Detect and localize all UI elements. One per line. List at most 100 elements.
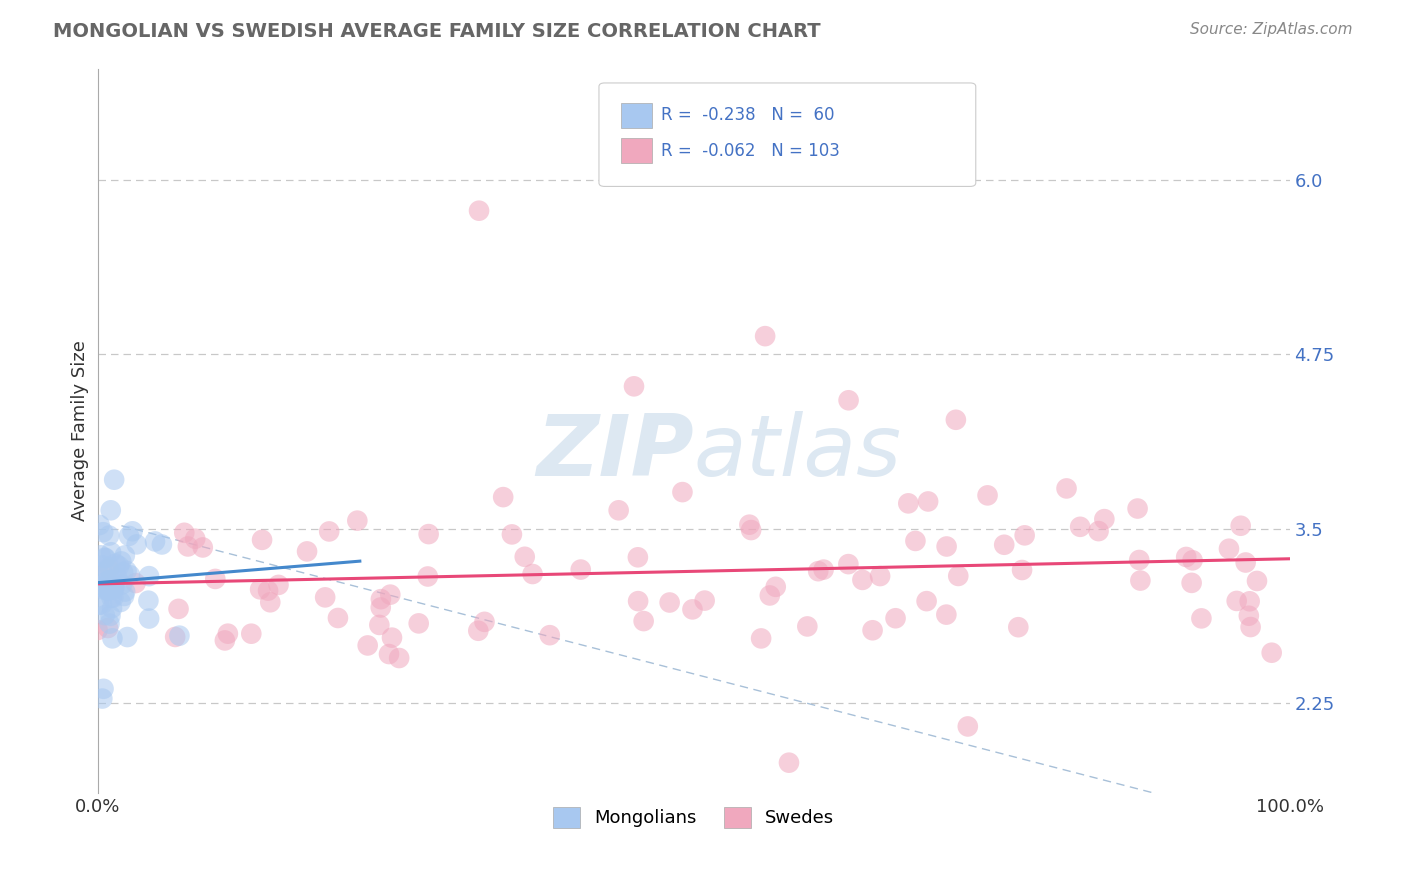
Point xyxy=(112,589,135,603)
Text: R =  -0.238   N =  60: R = -0.238 N = 60 xyxy=(661,106,834,124)
Point xyxy=(96,581,118,595)
Point xyxy=(105,570,128,584)
Point xyxy=(97,578,120,592)
Text: MONGOLIAN VS SWEDISH AVERAGE FAMILY SIZE CORRELATION CHART: MONGOLIAN VS SWEDISH AVERAGE FAMILY SIZE… xyxy=(53,22,821,41)
Point xyxy=(108,559,131,574)
Point xyxy=(97,621,120,635)
Point xyxy=(91,691,114,706)
Point xyxy=(897,496,920,510)
Point xyxy=(103,473,125,487)
Point xyxy=(217,626,239,640)
Point xyxy=(418,527,440,541)
Point xyxy=(138,611,160,625)
Point xyxy=(112,566,135,580)
Point xyxy=(993,538,1015,552)
Point xyxy=(104,580,127,594)
Point xyxy=(1011,563,1033,577)
Point xyxy=(388,651,411,665)
Point xyxy=(93,550,115,565)
Point xyxy=(103,582,125,596)
Point xyxy=(165,630,187,644)
Point xyxy=(513,549,536,564)
Point xyxy=(627,550,650,565)
Point xyxy=(96,574,118,589)
Point xyxy=(138,569,160,583)
Point xyxy=(98,560,121,574)
Point xyxy=(778,756,800,770)
Point xyxy=(100,503,122,517)
Point xyxy=(738,517,761,532)
Point xyxy=(93,681,115,696)
Point xyxy=(740,523,762,537)
Point xyxy=(658,595,681,609)
Point xyxy=(945,413,967,427)
Point xyxy=(754,329,776,343)
Point xyxy=(214,633,236,648)
Point xyxy=(796,619,818,633)
Legend: Mongolians, Swedes: Mongolians, Swedes xyxy=(546,800,842,835)
Point xyxy=(257,583,280,598)
Point xyxy=(538,628,561,642)
Point xyxy=(103,579,125,593)
Point xyxy=(173,525,195,540)
Point xyxy=(370,592,392,607)
Point xyxy=(381,631,404,645)
Point xyxy=(98,528,121,542)
Point xyxy=(935,540,957,554)
Point xyxy=(100,608,122,623)
Point xyxy=(837,557,859,571)
Point xyxy=(1128,553,1150,567)
Point xyxy=(1056,482,1078,496)
Point xyxy=(259,595,281,609)
Point xyxy=(915,594,938,608)
Point xyxy=(94,551,117,566)
Point xyxy=(1175,549,1198,564)
Point xyxy=(623,379,645,393)
Point xyxy=(671,485,693,500)
Point xyxy=(693,593,716,607)
Point xyxy=(118,529,141,543)
Point xyxy=(1069,520,1091,534)
Point xyxy=(96,574,118,588)
Point xyxy=(97,583,120,598)
Point xyxy=(138,593,160,607)
Point xyxy=(948,569,970,583)
Point xyxy=(380,588,402,602)
Point xyxy=(191,541,214,555)
Point xyxy=(838,393,860,408)
Point xyxy=(1226,594,1249,608)
Point xyxy=(1234,556,1257,570)
Point xyxy=(1092,512,1115,526)
Point xyxy=(357,639,380,653)
Point xyxy=(378,647,401,661)
Point xyxy=(89,518,111,533)
Point xyxy=(295,544,318,558)
Point xyxy=(813,563,835,577)
Point xyxy=(851,573,873,587)
Point xyxy=(492,490,515,504)
Point xyxy=(143,534,166,549)
Point xyxy=(1191,611,1213,625)
Point xyxy=(1007,620,1029,634)
Point xyxy=(117,630,139,644)
Point xyxy=(118,568,141,582)
Point xyxy=(250,533,273,547)
Point xyxy=(1229,518,1251,533)
Point xyxy=(124,576,146,591)
Point xyxy=(1218,541,1240,556)
Point xyxy=(1014,528,1036,542)
Point xyxy=(89,567,111,582)
Point xyxy=(522,567,544,582)
Point xyxy=(150,537,173,551)
Point xyxy=(98,576,121,591)
Point xyxy=(314,591,336,605)
Point xyxy=(204,572,226,586)
Point xyxy=(326,611,349,625)
Point xyxy=(501,527,523,541)
Point xyxy=(93,582,115,597)
Point xyxy=(807,564,830,578)
Point xyxy=(765,580,787,594)
Point xyxy=(467,624,489,638)
Point xyxy=(100,545,122,559)
Point xyxy=(98,582,121,597)
